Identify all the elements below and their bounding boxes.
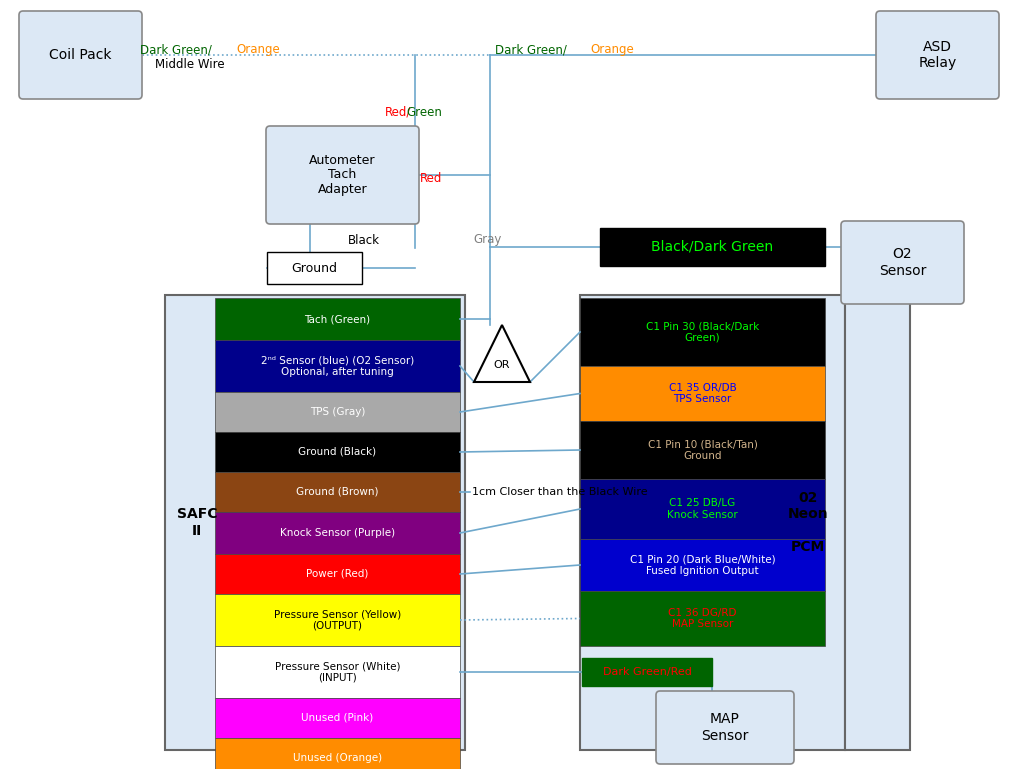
Text: Ground: Ground xyxy=(291,261,337,275)
Text: Dark Green/: Dark Green/ xyxy=(140,44,212,56)
Text: C1 Pin 30 (Black/Dark
Green): C1 Pin 30 (Black/Dark Green) xyxy=(646,321,760,343)
FancyBboxPatch shape xyxy=(19,11,142,99)
Text: C1 36 DG/RD
MAP Sensor: C1 36 DG/RD MAP Sensor xyxy=(668,608,737,629)
Bar xyxy=(215,432,460,472)
Text: Ground (Black): Ground (Black) xyxy=(298,447,376,457)
Bar xyxy=(580,298,825,366)
Text: C1 Pin 20 (Dark Blue/White)
Fused Ignition Output: C1 Pin 20 (Dark Blue/White) Fused Igniti… xyxy=(629,554,775,576)
Text: Unused (Pink): Unused (Pink) xyxy=(301,713,374,723)
Text: MAP
Sensor: MAP Sensor xyxy=(701,712,748,743)
Bar xyxy=(580,295,845,750)
Bar xyxy=(215,646,460,698)
FancyBboxPatch shape xyxy=(876,11,999,99)
Bar xyxy=(215,392,460,432)
Text: SAFC
II: SAFC II xyxy=(176,508,217,538)
Text: Dark Green/: Dark Green/ xyxy=(495,44,567,56)
Text: Orange: Orange xyxy=(236,44,280,56)
Text: Black/Dark Green: Black/Dark Green xyxy=(652,240,774,254)
Bar xyxy=(582,658,712,686)
Text: C1 Pin 10 (Black/Tan)
Ground: C1 Pin 10 (Black/Tan) Ground xyxy=(648,439,757,461)
Text: ASD
Relay: ASD Relay xyxy=(918,40,956,70)
Bar xyxy=(580,591,825,646)
Text: Middle Wire: Middle Wire xyxy=(155,58,224,72)
Text: Green: Green xyxy=(406,105,442,118)
Bar xyxy=(266,252,362,284)
Bar xyxy=(580,421,825,479)
Text: Pressure Sensor (Yellow)
(OUTPUT): Pressure Sensor (Yellow) (OUTPUT) xyxy=(274,609,401,631)
Text: Red/: Red/ xyxy=(385,105,411,118)
Bar xyxy=(215,594,460,646)
Text: Unused (Orange): Unused (Orange) xyxy=(293,753,382,763)
Bar xyxy=(580,539,825,591)
Text: O2
Sensor: O2 Sensor xyxy=(878,248,927,278)
FancyBboxPatch shape xyxy=(656,691,794,764)
FancyBboxPatch shape xyxy=(840,221,964,304)
Text: TPS (Gray): TPS (Gray) xyxy=(310,407,365,417)
Text: Pressure Sensor (White)
(INPUT): Pressure Sensor (White) (INPUT) xyxy=(275,661,400,683)
Text: Black: Black xyxy=(348,234,380,247)
Text: Gray: Gray xyxy=(473,234,501,247)
Text: Dark Green/Red: Dark Green/Red xyxy=(603,667,692,677)
Text: Power (Red): Power (Red) xyxy=(306,569,369,579)
Text: Ground (Brown): Ground (Brown) xyxy=(296,487,379,497)
Text: Tach (Green): Tach (Green) xyxy=(304,314,371,324)
Bar xyxy=(215,340,460,392)
Text: Coil Pack: Coil Pack xyxy=(49,48,112,62)
Text: Red: Red xyxy=(420,171,443,185)
FancyBboxPatch shape xyxy=(266,126,419,224)
Text: Orange: Orange xyxy=(590,44,633,56)
Text: 2ⁿᵈ Sensor (blue) (O2 Sensor)
Optional, after tuning: 2ⁿᵈ Sensor (blue) (O2 Sensor) Optional, … xyxy=(261,355,414,377)
Bar xyxy=(580,366,825,421)
Bar xyxy=(215,738,460,769)
Bar xyxy=(600,228,825,266)
Bar xyxy=(215,554,460,594)
Bar xyxy=(215,512,460,554)
Text: Autometer
Tach
Adapter: Autometer Tach Adapter xyxy=(310,154,376,197)
Bar xyxy=(215,698,460,738)
Text: C1 35 OR/DB
TPS Sensor: C1 35 OR/DB TPS Sensor xyxy=(668,383,736,404)
Text: 02
Neon

PCM: 02 Neon PCM xyxy=(787,491,828,554)
Bar xyxy=(580,479,825,539)
Bar xyxy=(845,295,910,750)
Bar xyxy=(215,298,460,340)
Bar xyxy=(215,472,460,512)
Text: OR: OR xyxy=(494,360,510,370)
Text: C1 25 DB/LG
Knock Sensor: C1 25 DB/LG Knock Sensor xyxy=(667,498,738,520)
Bar xyxy=(165,295,465,750)
Text: 1cm Closer than the Black Wire: 1cm Closer than the Black Wire xyxy=(472,487,648,497)
Text: Knock Sensor (Purple): Knock Sensor (Purple) xyxy=(280,528,395,538)
